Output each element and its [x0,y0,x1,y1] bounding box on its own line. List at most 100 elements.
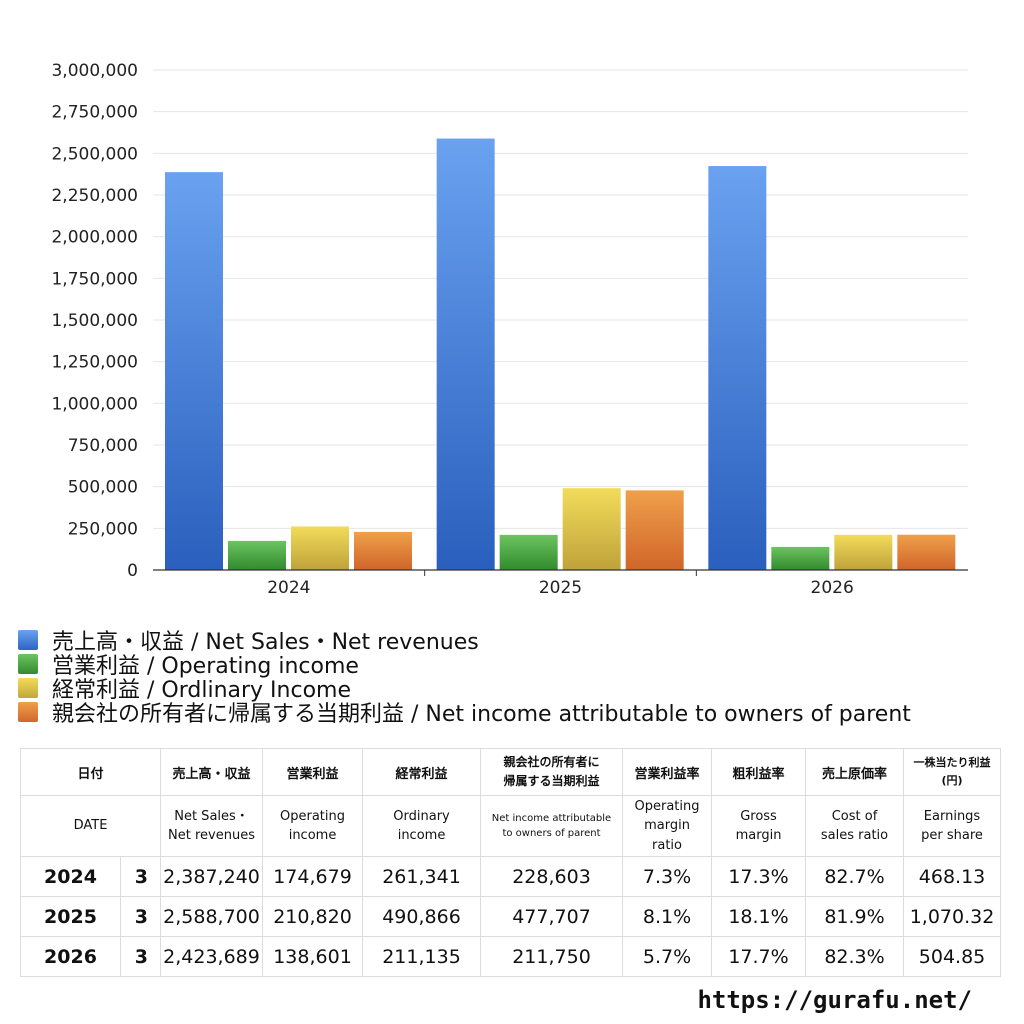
cell-net: 211,750 [480,936,624,977]
financial-table: 日付 売上高・収益 営業利益 経常利益 親会社の所有者に 帰属する当期利益 営業… [19,748,1002,977]
header-eps-en-line2: per share [921,828,983,843]
legend-label: 経常利益 / Ordlinary Income [52,678,351,703]
cell-gm: 17.3% [711,856,807,897]
header-eps-jp-line2: (円) [941,774,963,787]
header-op-jp: 営業利益 [262,748,364,796]
legend-item-operating-income: 営業利益 / Operating income [18,652,911,679]
header-opm-en: Operating margin ratio [622,795,713,857]
y-tick-label: 500,000 [68,478,138,498]
x-axis: 2024 2025 2026 [153,569,968,598]
table-row: 2024 3 2,387,240 174,679 261,341 228,603… [20,856,1002,897]
cell-sales: 2,588,700 [160,896,264,937]
cell-year: 2024 [20,856,121,897]
bar-chart: 0 250,000 500,000 750,000 1,000,000 1,250,000… [51,61,968,598]
header-opm-en-line1: Operating [634,798,700,814]
legend-item-ordinary-income: 経常利益 / Ordlinary Income [18,676,911,703]
cell-eps: 1,070.32 [903,896,1002,937]
bar-2026-series-0 [708,166,767,571]
header-net-en: Net income attributable to owners of par… [480,795,624,857]
header-sales-jp: 売上高・収益 [160,748,264,796]
cell-year: 2025 [20,896,121,937]
header-net-en-line1: Net income attributable [491,813,612,824]
cell-gm: 18.1% [711,896,807,937]
y-tick-label: 2,250,000 [51,186,138,206]
header-gm-en-line2: margin [735,828,782,843]
legend-label: 親会社の所有者に帰属する当期利益 / Net income attributab… [52,702,911,727]
header-ord-en-line2: income [397,828,446,843]
header-op-en: Operating income [262,795,364,857]
y-tick-label: 2,500,000 [51,144,138,164]
cell-op: 210,820 [262,896,364,937]
y-tick-label: 1,250,000 [51,353,138,373]
header-net-en-line2: to owners of parent [502,828,601,839]
table-row: 2025 3 2,588,700 210,820 490,866 477,707… [20,896,1002,937]
cell-eps: 468.13 [903,856,1002,897]
cell-ord: 211,135 [362,936,482,977]
bar-2025-series-0 [436,138,495,571]
table-header-en: DATE Net Sales・ Net revenues Operating i… [19,795,1002,857]
legend-label: 売上高・収益 / Net Sales・Net revenues [52,630,479,655]
y-tick-label: 2,750,000 [51,103,138,123]
x-tick-label: 2025 [539,578,582,598]
legend-swatch-operating-income [18,654,38,674]
header-gm-en: Gross margin [711,795,807,857]
header-net-jp-line2: 帰属する当期利益 [503,774,600,788]
table-header-jp: 日付 売上高・収益 営業利益 経常利益 親会社の所有者に 帰属する当期利益 営業… [19,748,1002,796]
header-ord-jp: 経常利益 [362,748,482,796]
header-op-en-line2: income [288,828,337,843]
header-cos-en-line1: Cost of [831,808,878,824]
cell-month: 3 [119,896,162,937]
cell-cos: 82.3% [805,936,905,977]
y-tick-label: 3,000,000 [51,61,138,81]
header-sales-en: Net Sales・ Net revenues [160,795,264,857]
bar-2026-series-2 [834,534,893,570]
bar-2024-series-0 [165,172,223,571]
header-net-jp-line1: 親会社の所有者に [503,754,600,769]
header-opm-jp: 営業利益率 [622,748,713,796]
cell-ord: 261,341 [362,856,482,897]
y-tick-label: 0 [127,561,138,581]
header-cos-jp: 売上原価率 [805,748,905,796]
bar-2026-series-3 [897,534,956,570]
header-eps-jp: 一株当たり利益 (円) [903,748,1002,796]
cell-eps: 504.85 [903,936,1002,977]
legend: 売上高・収益 / Net Sales・Net revenues 営業利益 / O… [18,628,911,727]
x-tick-label: 2026 [811,578,854,598]
header-gm-en-line1: Gross [740,808,777,824]
bar-2024-series-2 [291,526,349,570]
cell-net: 228,603 [480,856,624,897]
header-sales-en-line1: Net Sales・ [174,808,249,824]
header-net-jp: 親会社の所有者に 帰属する当期利益 [480,748,624,796]
header-cos-en-line2: sales ratio [820,828,889,843]
bar-2025-series-1 [499,534,558,570]
x-tick-label: 2024 [267,578,310,598]
header-gm-jp: 粗利益率 [711,748,807,796]
header-ord-en-line1: Ordinary [393,808,450,824]
cell-net: 477,707 [480,896,624,937]
legend-swatch-ordinary-income [18,678,38,698]
bar-series [165,138,956,571]
header-opm-en-line3: ratio [652,837,682,853]
cell-gm: 17.7% [711,936,807,977]
y-tick-label: 750,000 [68,436,138,456]
y-axis-ticks: 0 250,000 500,000 750,000 1,000,000 1,250,000… [51,61,138,581]
header-eps-en-line1: Earnings [923,808,981,824]
y-tick-label: 1,000,000 [51,394,138,414]
bar-2024-series-3 [354,531,412,570]
cell-cos: 81.9% [805,896,905,937]
y-tick-label: 1,750,000 [51,269,138,289]
cell-year: 2026 [20,936,121,977]
header-date-jp: 日付 [19,748,162,796]
cell-sales: 2,387,240 [160,856,264,897]
legend-label: 営業利益 / Operating income [52,654,359,679]
bar-2024-series-1 [228,540,286,570]
y-tick-label: 2,000,000 [51,228,138,248]
cell-opm: 7.3% [622,856,713,897]
cell-month: 3 [119,856,162,897]
y-tick-label: 250,000 [68,519,138,539]
header-ord-en: Ordinary income [362,795,482,857]
grid-lines [153,69,968,529]
legend-swatch-net-sales [18,630,38,650]
bar-2025-series-2 [562,488,621,570]
source-url[interactable]: https://gurafu.net/ [697,986,972,1014]
